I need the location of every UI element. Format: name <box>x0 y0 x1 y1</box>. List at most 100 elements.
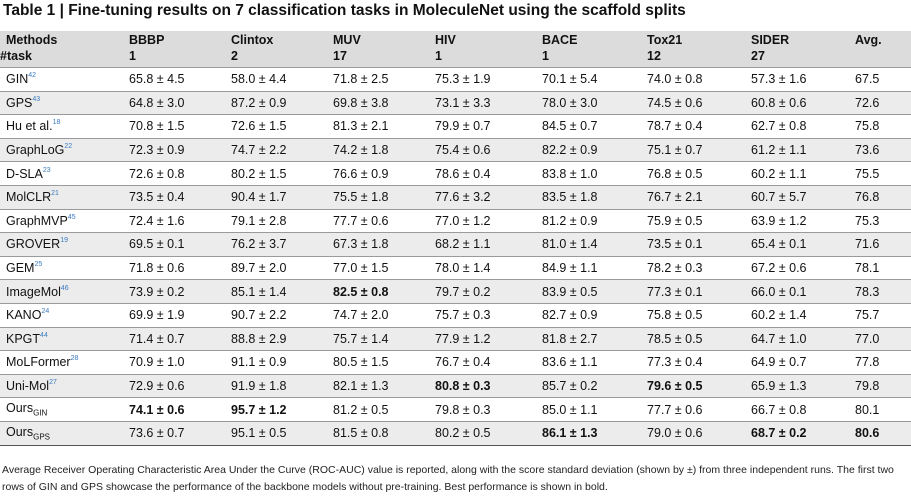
table-row: ImageMol46 73.9 ± 0.2 85.1 ± 1.4 82.5 ± 0.8… <box>0 279 911 304</box>
score-cell: 66.7 ± 0.8 <box>751 397 855 422</box>
avg-cell: 72.6 <box>855 90 911 115</box>
score-cell: 75.9 ± 0.5 <box>647 208 751 233</box>
table-row: MoLFormer28 70.9 ± 1.0 91.1 ± 0.9 80.5 ± 1.… <box>0 350 911 375</box>
table-row: OursGIN 74.1 ± 0.6 95.7 ± 1.2 81.2 ± 0.5 79.… <box>0 397 911 422</box>
score-cell: 82.5 ± 0.8 <box>333 279 435 304</box>
score-cell: 81.2 ± 0.5 <box>333 397 435 422</box>
table-row: D-SLA23 72.6 ± 0.8 80.2 ± 1.5 76.6 ± 0.9 78.… <box>0 161 911 186</box>
score-cell: 80.5 ± 1.5 <box>333 350 435 375</box>
score-cell: 65.4 ± 0.1 <box>751 232 855 257</box>
method-name: GIN <box>6 72 29 87</box>
score-cell: 75.5 ± 1.8 <box>333 184 435 210</box>
method-cell: Uni-Mol27 <box>0 373 129 398</box>
reference-link[interactable]: 21 <box>51 190 59 198</box>
score-cell: 68.2 ± 1.1 <box>435 232 542 257</box>
score-cell: 78.6 ± 0.4 <box>435 161 542 186</box>
reference-link[interactable]: 25 <box>34 261 43 269</box>
score-cell: 68.7 ± 0.2 <box>751 420 855 446</box>
table-row: GraphMVP45 72.4 ± 1.6 79.1 ± 2.8 77.7 ± 0.6… <box>0 208 911 233</box>
reference-link[interactable]: 28 <box>70 355 79 363</box>
table-caption: Average Receiver Operating Characteristi… <box>2 464 894 493</box>
reference-link[interactable]: 45 <box>67 213 76 221</box>
method-name: GPS <box>6 95 33 110</box>
method-cell: GROVER19 <box>0 232 129 257</box>
method-cell: GIN42 <box>0 67 129 92</box>
header-task-empty <box>855 49 911 68</box>
method-subscript: GIN <box>33 408 48 418</box>
score-cell: 81.8 ± 2.7 <box>542 326 647 351</box>
score-cell: 91.1 ± 0.9 <box>231 350 333 375</box>
reference-link[interactable]: 23 <box>42 166 51 174</box>
header-col-clintox: Clintox <box>231 33 274 47</box>
method-cell: KANO24 <box>0 302 129 328</box>
reference-link[interactable]: 46 <box>60 284 69 292</box>
score-cell: 67.3 ± 1.8 <box>333 232 435 257</box>
score-cell: 83.5 ± 1.8 <box>542 184 647 210</box>
avg-cell: 67.5 <box>855 67 911 92</box>
score-cell: 90.7 ± 2.2 <box>231 302 333 328</box>
score-cell: 79.8 ± 0.3 <box>435 397 542 422</box>
score-cell: 80.2 ± 0.5 <box>435 420 542 446</box>
method-name: Ours <box>6 401 34 416</box>
score-cell: 65.9 ± 1.3 <box>751 373 855 398</box>
reference-link[interactable]: 43 <box>32 95 41 103</box>
table-row: GROVER19 69.5 ± 0.1 76.2 ± 3.7 67.3 ± 1.8 68… <box>0 232 911 257</box>
score-cell: 71.8 ± 2.5 <box>333 67 435 92</box>
score-cell: 66.0 ± 0.1 <box>751 279 855 304</box>
score-cell: 84.9 ± 1.1 <box>542 255 647 280</box>
method-name: MolCLR <box>6 190 52 205</box>
header-col-bace: BACE <box>542 33 578 47</box>
score-cell: 74.2 ± 1.8 <box>333 137 435 162</box>
score-cell: 75.7 ± 1.4 <box>333 326 435 351</box>
score-cell: 79.7 ± 0.2 <box>435 279 542 304</box>
avg-cell: 77.0 <box>855 326 911 351</box>
score-cell: 70.9 ± 1.0 <box>129 350 231 375</box>
method-name: KPGT <box>6 331 41 346</box>
header-row-names: Methods BBBP Clintox MUV HIV BACE Tox21 … <box>0 31 911 49</box>
score-cell: 79.0 ± 0.6 <box>647 420 751 446</box>
header-task-count: 1 <box>129 49 136 63</box>
score-cell: 82.1 ± 1.3 <box>333 373 435 398</box>
reference-link[interactable]: 19 <box>60 237 68 245</box>
header-col-tox21: Tox21 <box>647 33 683 47</box>
avg-cell: 75.7 <box>855 302 911 328</box>
score-cell: 72.6 ± 0.8 <box>129 161 231 186</box>
header-task-count: 1 <box>542 49 549 63</box>
score-cell: 65.8 ± 4.5 <box>129 67 231 92</box>
reference-link[interactable]: 42 <box>28 72 37 80</box>
header-task-count: 1 <box>435 49 442 63</box>
reference-link[interactable]: 24 <box>41 308 50 316</box>
score-cell: 80.8 ± 0.3 <box>435 373 542 398</box>
score-cell: 84.5 ± 0.7 <box>542 114 647 139</box>
score-cell: 67.2 ± 0.6 <box>751 255 855 280</box>
score-cell: 73.9 ± 0.2 <box>129 279 231 304</box>
reference-link[interactable]: 44 <box>40 331 48 339</box>
score-cell: 90.4 ± 1.7 <box>231 184 333 210</box>
table-row: KPGT44 71.4 ± 0.7 88.8 ± 2.9 75.7 ± 1.4 77.9… <box>0 326 911 351</box>
score-cell: 75.4 ± 0.6 <box>435 137 542 162</box>
method-cell: GraphMVP45 <box>0 208 129 233</box>
score-cell: 95.1 ± 0.5 <box>231 420 333 446</box>
score-cell: 73.5 ± 0.4 <box>129 184 231 210</box>
reference-link[interactable]: 22 <box>64 143 73 151</box>
method-cell: OursGPS <box>0 420 129 446</box>
score-cell: 73.1 ± 3.3 <box>435 90 542 115</box>
score-cell: 91.9 ± 1.8 <box>231 373 333 398</box>
method-cell: GraphLoG22 <box>0 137 129 162</box>
score-cell: 87.2 ± 0.9 <box>231 90 333 115</box>
reference-link[interactable]: 27 <box>49 379 57 387</box>
score-cell: 81.3 ± 2.1 <box>333 114 435 139</box>
method-name: ImageMol <box>6 284 61 299</box>
score-cell: 70.8 ± 1.5 <box>129 114 231 139</box>
method-name: GraphMVP <box>6 213 68 228</box>
header-col-bbbp: BBBP <box>129 33 165 47</box>
method-name: GraphLoG <box>6 143 65 158</box>
score-cell: 79.6 ± 0.5 <box>647 373 751 398</box>
score-cell: 86.1 ± 1.3 <box>542 420 647 446</box>
header-methods: Methods <box>6 33 58 47</box>
avg-cell: 78.1 <box>855 255 911 280</box>
score-cell: 63.9 ± 1.2 <box>751 208 855 233</box>
reference-link[interactable]: 18 <box>52 119 61 127</box>
table-row: GraphLoG22 72.3 ± 0.9 74.7 ± 2.2 74.2 ± 1.8… <box>0 137 911 162</box>
score-cell: 95.7 ± 1.2 <box>231 397 333 422</box>
